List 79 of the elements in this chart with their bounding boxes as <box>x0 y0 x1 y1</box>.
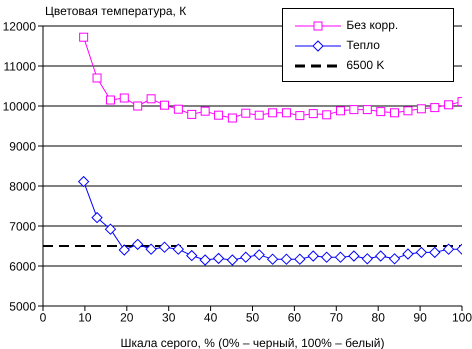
x-tick-label: 50 <box>246 310 260 325</box>
point <box>133 102 142 110</box>
y-tick-label: 6000 <box>9 259 36 274</box>
point <box>254 249 265 260</box>
point <box>362 253 373 264</box>
x-tick-label: 30 <box>162 310 176 325</box>
point <box>348 250 360 262</box>
x-tick-label: 100 <box>452 310 472 325</box>
point <box>416 104 426 114</box>
point <box>321 252 332 263</box>
point <box>228 114 237 122</box>
point <box>362 105 372 114</box>
point <box>240 252 252 263</box>
point <box>282 108 291 118</box>
point <box>443 244 454 255</box>
point <box>200 254 211 266</box>
x-tick-label: 0 <box>40 310 47 325</box>
x-tick-label: 70 <box>330 310 344 325</box>
point <box>241 108 250 118</box>
point <box>160 100 170 110</box>
point <box>267 254 278 265</box>
legend-label: 6500 K <box>346 58 384 72</box>
point <box>79 32 88 42</box>
point <box>172 244 184 255</box>
point <box>390 108 400 118</box>
point <box>254 110 264 120</box>
point <box>120 94 129 102</box>
point <box>78 176 90 188</box>
point <box>349 105 358 114</box>
point <box>402 248 414 260</box>
legend-label: Тепло <box>346 38 380 52</box>
y-tick-label: 8000 <box>9 179 36 194</box>
point <box>336 106 345 116</box>
point <box>322 110 332 120</box>
point <box>213 252 224 264</box>
point <box>376 107 386 116</box>
point <box>200 106 210 116</box>
y-tick-label: 12000 <box>2 19 36 34</box>
point <box>186 250 198 262</box>
x-tick-label: 40 <box>204 310 218 325</box>
point <box>146 94 156 104</box>
point <box>403 106 412 116</box>
x-tick-label: 90 <box>413 310 428 325</box>
y-tick-label: 11000 <box>4 59 36 74</box>
x-tick-label: 80 <box>372 310 386 325</box>
point <box>92 74 102 82</box>
x-tick-label: 20 <box>120 310 134 325</box>
x-tick-label: 60 <box>288 310 302 325</box>
y-tick-label: 7000 <box>9 219 36 234</box>
point <box>375 250 386 262</box>
point <box>280 254 292 265</box>
y-tick-label: 10000 <box>2 99 36 114</box>
legend-label: Без корр. <box>346 18 398 32</box>
point <box>187 110 196 119</box>
point <box>174 104 183 114</box>
point <box>444 100 454 110</box>
point <box>104 224 116 235</box>
point <box>294 254 306 265</box>
point <box>268 108 278 118</box>
y-axis-title: Цветовая температура, К <box>45 4 186 18</box>
point <box>118 244 130 256</box>
point <box>416 246 427 258</box>
point <box>106 96 115 104</box>
point <box>334 252 346 263</box>
point <box>226 254 238 266</box>
point <box>308 250 319 262</box>
point <box>389 253 400 264</box>
point <box>295 111 304 120</box>
x-tick-label: 10 <box>78 310 92 325</box>
point <box>132 238 144 250</box>
point <box>92 212 103 224</box>
point <box>430 103 440 112</box>
point <box>146 244 157 255</box>
point <box>159 242 170 253</box>
y-tick-label: 9000 <box>9 139 36 154</box>
point <box>214 110 224 120</box>
point <box>429 246 440 258</box>
point <box>308 109 318 118</box>
y-tick-label: 5000 <box>9 299 36 314</box>
